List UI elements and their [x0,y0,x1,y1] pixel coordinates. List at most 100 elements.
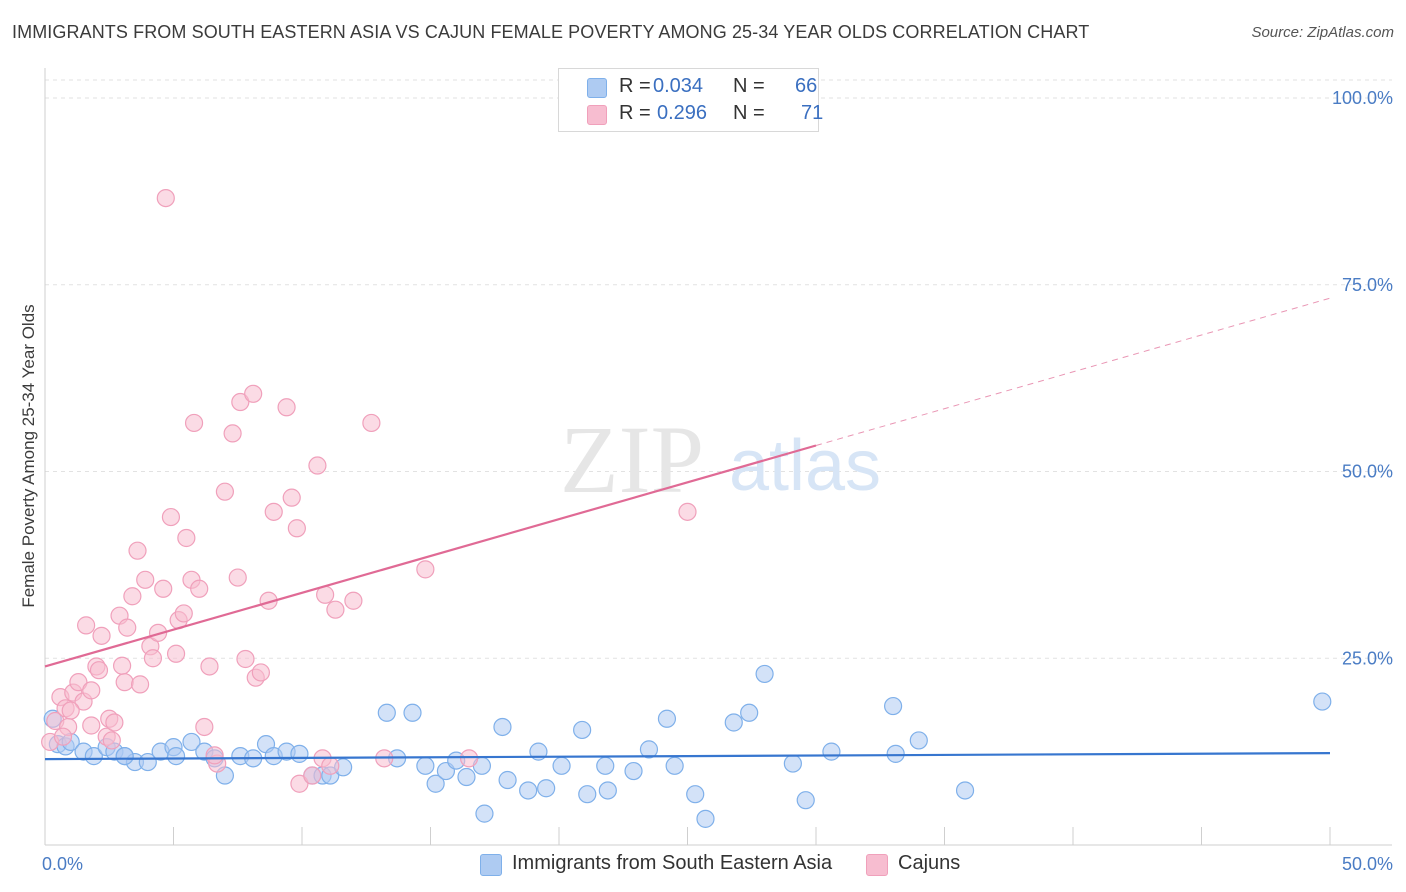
point-cajuns [148,623,168,642]
point-immigrants [166,747,186,766]
x-tick-label: 50.0% [1342,854,1393,874]
point-immigrants [457,767,476,787]
point-cajuns [200,657,219,676]
bottom-legend-swatch-cajuns [866,854,888,876]
y-tick-label: 50.0% [1342,462,1393,482]
point-immigrants [403,703,422,722]
point-immigrants [84,747,103,766]
point-immigrants [573,720,592,740]
point-cajuns [184,413,204,433]
point-cajuns [123,587,142,606]
point-immigrants [657,709,677,728]
point-immigrants [955,781,975,800]
tick-labels: 25.0% 50.0% 75.0% 100.0% 0.0% 50.0% [42,88,1393,874]
point-immigrants [783,754,802,773]
point-cajuns [678,502,697,521]
point-cajuns [130,675,150,694]
point-immigrants [475,804,494,823]
point-cajuns [190,579,209,598]
point-cajuns [128,541,147,560]
legend-r-label: R = [619,102,651,124]
legend-n-value: 66 [795,75,818,97]
chart-title: IMMIGRANTS FROM SOUTH EASTERN ASIA VS CA… [12,22,1090,42]
bottom-legend-label: Immigrants from South Eastern Asia [512,852,833,874]
point-cajuns [143,649,163,668]
legend-n-value: 71 [801,102,824,124]
grid-lines [45,79,1392,659]
point-cajuns [362,413,381,433]
point-cajuns [92,626,111,645]
point-cajuns [61,701,80,720]
point-cajuns [118,618,137,637]
point-immigrants [686,785,705,804]
point-immigrants [537,779,556,798]
point-immigrants [519,781,538,800]
point-cajuns [236,649,255,669]
point-cajuns [161,507,181,527]
point-immigrants [115,747,134,766]
point-cajuns [264,502,283,521]
trend-cajuns [44,444,817,668]
legend-r-value: 0.034 [653,75,704,97]
point-cajuns [282,488,301,507]
point-cajuns [303,766,322,785]
point-cajuns [112,656,132,675]
watermark-atlas: atlas [729,426,881,506]
point-immigrants [290,744,309,763]
point-cajuns [205,746,224,765]
point-immigrants [886,744,905,763]
legend-r-value: 0.296 [657,102,708,124]
point-immigrants [1313,692,1332,711]
legend-swatch-immigrants [587,78,607,98]
point-immigrants [182,732,201,752]
y-tick-label: 75.0% [1342,275,1393,295]
point-immigrants [498,770,517,790]
point-cajuns [459,749,479,768]
point-immigrants [883,696,903,716]
series-cajuns-points [41,188,697,793]
point-immigrants [740,703,759,722]
point-cajuns [195,717,214,737]
point-immigrants [552,756,571,775]
x-tick-label: 0.0% [42,854,83,874]
point-cajuns [82,681,101,700]
point-cajuns [89,661,109,680]
y-tick-label: 25.0% [1342,648,1393,668]
point-cajuns [290,774,309,793]
point-cajuns [228,568,247,587]
axes [44,68,1392,846]
point-cajuns [177,528,196,548]
point-immigrants [822,742,841,761]
point-cajuns [53,727,73,746]
point-cajuns [244,384,263,403]
point-cajuns [326,600,345,619]
point-cajuns [154,579,173,598]
point-cajuns [136,570,155,589]
point-immigrants [665,756,684,775]
y-axis-label: Female Poverty Among 25-34 Year Olds [19,304,38,607]
point-immigrants [796,791,815,810]
point-immigrants [598,781,617,800]
legend-r-label: R = [619,75,651,97]
trend-immigrants [44,752,1331,761]
point-cajuns [251,663,270,682]
point-immigrants [624,761,643,781]
point-cajuns [277,398,296,417]
legend-swatch-cajuns [587,105,607,125]
point-immigrants [377,703,396,722]
point-cajuns [215,482,234,501]
point-immigrants [416,756,435,775]
trend-lines [44,297,1331,761]
point-cajuns [82,716,101,735]
point-immigrants [578,785,597,804]
legend-n-label: N = [733,102,765,124]
point-cajuns [344,591,363,610]
point-immigrants [755,664,774,684]
watermark: ZIP atlas [560,406,881,513]
legend-n-label: N = [733,75,765,97]
legend-box: R = 0.034 N = 66 R = 0.296 N = 71 [558,68,823,132]
point-immigrants [696,809,715,828]
point-immigrants [596,756,615,775]
point-cajuns [287,519,306,538]
y-tick-label: 100.0% [1332,88,1393,108]
